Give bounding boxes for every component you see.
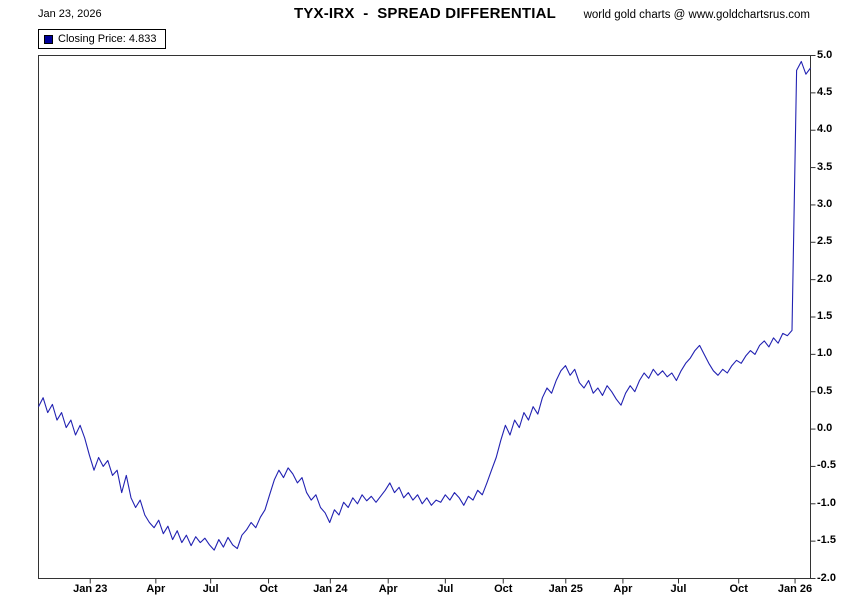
x-tick-label: Oct bbox=[259, 583, 278, 595]
legend-box: Closing Price: 4.833 bbox=[38, 29, 167, 49]
chart-title: TYX-IRX - SPREAD DIFFERENTIAL bbox=[293, 5, 557, 22]
x-tick-label: Jan 23 bbox=[73, 583, 108, 595]
chart-attribution: world gold charts @ www.goldchartsrus.co… bbox=[583, 9, 810, 21]
y-tick-label: -1.0 bbox=[817, 496, 836, 509]
y-tick-label: -0.5 bbox=[817, 459, 836, 472]
y-tick-label: -1.5 bbox=[817, 534, 836, 547]
x-tick-label: Jan 25 bbox=[548, 583, 583, 595]
y-tick-label: 0.0 bbox=[817, 422, 833, 435]
y-tick-label: -2.0 bbox=[817, 571, 836, 584]
x-tick-label: Apr bbox=[378, 583, 398, 595]
x-tick-label: Jul bbox=[202, 583, 219, 595]
x-tick-label: Jul bbox=[670, 583, 687, 595]
y-tick-label: 3.5 bbox=[817, 160, 833, 173]
tick-marks bbox=[89, 55, 816, 584]
plot-area bbox=[38, 60, 811, 551]
y-tick-label: 5.0 bbox=[817, 48, 833, 61]
legend-label: Closing Price: 4.833 bbox=[58, 33, 157, 45]
x-tick-label: Apr bbox=[146, 583, 166, 595]
x-tick-label: Oct bbox=[494, 583, 513, 595]
y-tick-label: 1.5 bbox=[817, 310, 833, 322]
chart-date: Jan 23, 2026 bbox=[38, 8, 102, 20]
y-tick-label: 3.0 bbox=[817, 197, 833, 210]
y-tick-label: 4.5 bbox=[817, 85, 833, 98]
x-tick-label: Jul bbox=[437, 583, 454, 595]
x-axis-labels: Jan 23 Apr Jul Oct Jan 24 Apr Jul Oct Jan 25 Apr J… bbox=[0, 583, 850, 599]
price-line bbox=[38, 60, 811, 551]
y-tick-label: 2.5 bbox=[817, 235, 833, 248]
x-tick-label: Jan 26 bbox=[777, 583, 813, 595]
x-tick-label: Jan 24 bbox=[313, 583, 348, 595]
legend-swatch-icon bbox=[44, 34, 53, 44]
y-tick-label: 1.0 bbox=[817, 347, 833, 360]
x-tick-label: Apr bbox=[613, 583, 633, 595]
y-tick-label: 0.5 bbox=[817, 384, 833, 397]
y-tick-label: 4.0 bbox=[817, 123, 833, 136]
y-axis-labels: 5.0 4.5 4.0 3.5 3.0 2.5 2.0 1.5 1.0 0.5 0.0 -0.5 -1.… bbox=[817, 0, 850, 616]
y-tick-label: 2.0 bbox=[817, 272, 833, 285]
x-tick-label: Oct bbox=[729, 583, 748, 595]
